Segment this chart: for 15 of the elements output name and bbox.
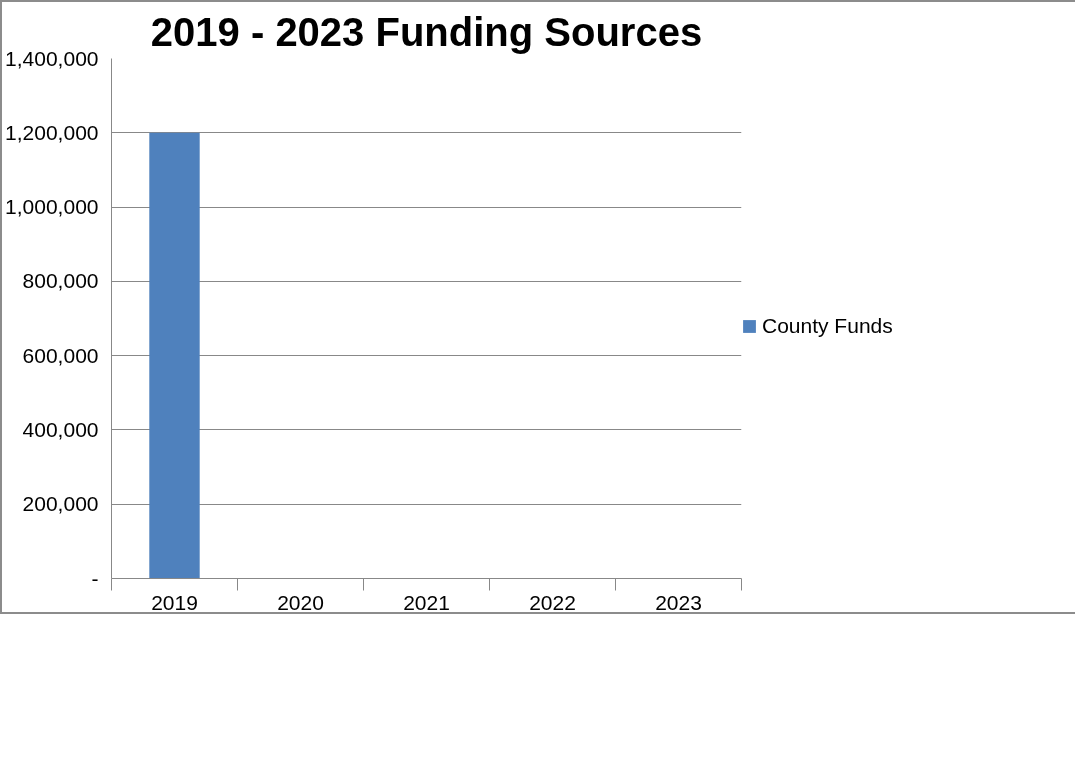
y-tick-label: 1,000,000 — [5, 195, 99, 219]
legend-label: County Funds — [762, 314, 893, 338]
y-tick-label: 600,000 — [22, 343, 99, 367]
x-tick-label: 2022 — [529, 590, 576, 614]
y-tick-label: 400,000 — [22, 417, 99, 441]
x-tick-label: 2021 — [403, 590, 450, 614]
y-tick-label: 1,400,000 — [5, 46, 99, 70]
y-tick-label: 200,000 — [22, 492, 99, 516]
y-tick-label: - — [91, 566, 99, 590]
x-tick-label: 2020 — [277, 590, 324, 614]
x-tick-label: 2023 — [655, 590, 702, 614]
y-tick-label: 800,000 — [22, 269, 99, 293]
chart-title: 2019 - 2023 Funding Sources — [150, 9, 703, 54]
y-tick-label: 1,200,000 — [5, 120, 99, 144]
x-tick-label: 2019 — [151, 590, 198, 614]
